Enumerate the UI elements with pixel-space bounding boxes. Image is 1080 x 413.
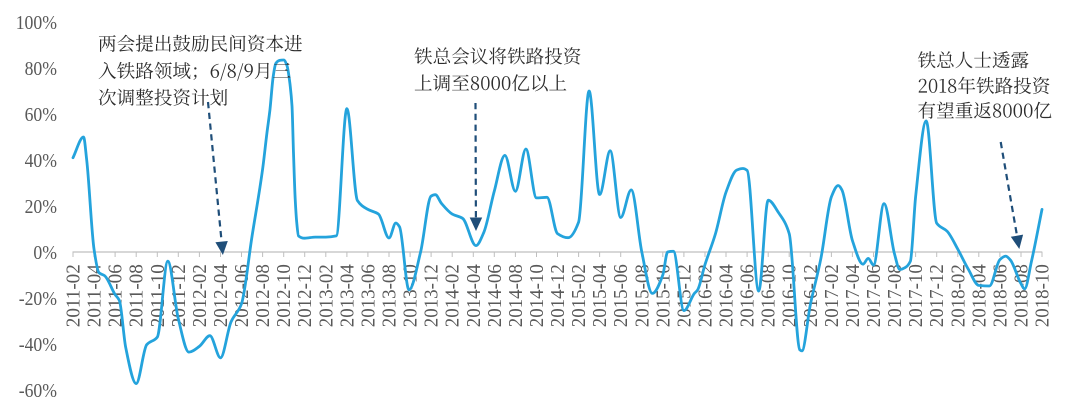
- svg-text:2014-10: 2014-10: [526, 264, 548, 327]
- svg-text:2015-10: 2015-10: [652, 264, 674, 327]
- svg-text:2018-02: 2018-02: [947, 264, 969, 327]
- svg-text:2012-08: 2012-08: [252, 264, 274, 327]
- svg-text:2013-02: 2013-02: [315, 264, 337, 327]
- svg-text:2012-02: 2012-02: [189, 264, 211, 327]
- svg-text:2018-10: 2018-10: [1032, 264, 1054, 327]
- svg-text:2011-04: 2011-04: [84, 264, 106, 327]
- svg-text:2014-06: 2014-06: [484, 264, 506, 327]
- svg-text:2015-04: 2015-04: [589, 264, 611, 327]
- svg-text:2014-04: 2014-04: [463, 264, 485, 327]
- svg-text:2018-06: 2018-06: [989, 264, 1011, 327]
- svg-text:2017-12: 2017-12: [926, 264, 948, 327]
- svg-text:2015-06: 2015-06: [610, 264, 632, 327]
- svg-text:2017-02: 2017-02: [821, 264, 843, 327]
- svg-text:2017-06: 2017-06: [863, 264, 885, 327]
- svg-text:40%: 40%: [25, 150, 57, 172]
- svg-text:100%: 100%: [16, 12, 57, 34]
- svg-text:2011-02: 2011-02: [63, 264, 85, 327]
- svg-text:2013-04: 2013-04: [336, 264, 358, 327]
- svg-text:-20%: -20%: [19, 288, 57, 310]
- svg-text:2016-08: 2016-08: [758, 264, 780, 327]
- svg-text:2012-04: 2012-04: [210, 264, 232, 327]
- svg-text:2016-06: 2016-06: [737, 264, 759, 327]
- svg-text:2011-08: 2011-08: [126, 264, 148, 327]
- svg-text:20%: 20%: [25, 196, 57, 218]
- svg-text:2012-12: 2012-12: [294, 264, 316, 327]
- svg-text:2013-12: 2013-12: [421, 264, 443, 327]
- svg-text:0%: 0%: [33, 242, 57, 264]
- svg-text:2014-02: 2014-02: [442, 264, 464, 327]
- svg-text:-40%: -40%: [19, 334, 57, 356]
- svg-text:80%: 80%: [25, 58, 57, 80]
- svg-text:2014-08: 2014-08: [505, 264, 527, 327]
- svg-text:-60%: -60%: [19, 380, 57, 402]
- svg-text:2017-04: 2017-04: [842, 264, 864, 327]
- svg-text:60%: 60%: [25, 104, 57, 126]
- svg-text:2017-10: 2017-10: [905, 264, 927, 327]
- svg-text:2015-02: 2015-02: [568, 264, 590, 327]
- svg-text:2013-10: 2013-10: [400, 264, 422, 327]
- svg-text:2013-06: 2013-06: [357, 264, 379, 327]
- svg-text:2017-08: 2017-08: [884, 264, 906, 327]
- svg-text:2015-08: 2015-08: [631, 264, 653, 327]
- svg-text:2013-08: 2013-08: [379, 264, 401, 327]
- svg-text:2016-04: 2016-04: [716, 264, 738, 327]
- svg-text:2014-12: 2014-12: [547, 264, 569, 327]
- svg-text:2016-02: 2016-02: [695, 264, 717, 327]
- svg-text:2012-10: 2012-10: [273, 264, 295, 327]
